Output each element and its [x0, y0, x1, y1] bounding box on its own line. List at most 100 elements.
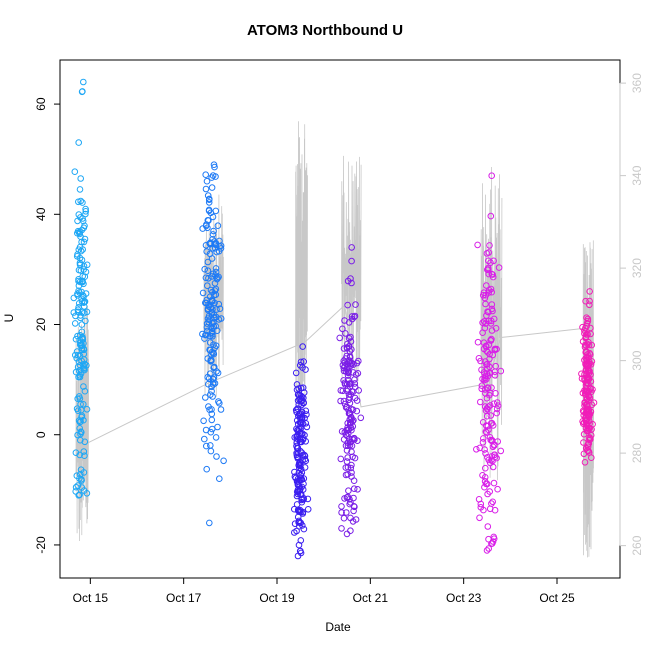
data-point	[487, 420, 495, 427]
data-point	[478, 385, 486, 393]
data-point	[298, 408, 306, 416]
data-point	[80, 487, 88, 494]
data-point	[298, 438, 305, 446]
data-point	[299, 343, 307, 350]
data-point	[75, 211, 83, 218]
data-point	[584, 315, 592, 323]
data-point	[82, 208, 90, 215]
data-point	[294, 397, 302, 404]
data-point	[291, 468, 298, 476]
data-point	[348, 461, 355, 469]
data-point	[348, 279, 355, 287]
secondary-trace-3	[295, 121, 308, 411]
x-tick-label: Oct 19	[259, 591, 295, 605]
data-point	[348, 313, 356, 320]
data-point	[204, 217, 212, 224]
data-point	[202, 299, 209, 307]
data-point	[346, 394, 353, 401]
data-point	[303, 423, 311, 431]
data-point	[213, 368, 220, 375]
data-point	[210, 227, 217, 235]
data-point	[482, 464, 489, 472]
data-point	[214, 222, 222, 229]
data-point	[488, 384, 495, 392]
data-point	[351, 454, 359, 462]
data-point	[491, 451, 498, 459]
data-point	[80, 448, 88, 455]
data-point	[337, 387, 345, 394]
data-point	[203, 221, 210, 228]
data-point	[478, 382, 486, 390]
data-point	[480, 318, 488, 325]
data-point	[199, 330, 206, 338]
y-tick-label: 40	[34, 207, 48, 221]
data-point	[297, 424, 305, 432]
data-point	[75, 393, 83, 400]
data-point	[75, 198, 82, 206]
data-point	[299, 384, 307, 392]
data-point	[343, 447, 351, 454]
data-point	[481, 294, 489, 302]
y-tick-label: 0	[34, 431, 48, 438]
data-point	[292, 406, 300, 414]
data-point	[211, 245, 219, 252]
data-point	[204, 267, 212, 275]
data-point	[298, 496, 305, 504]
data-point	[77, 406, 85, 414]
data-point	[294, 405, 301, 413]
data-point	[204, 373, 211, 381]
data-point	[204, 192, 212, 199]
data-point	[79, 333, 86, 341]
data-point	[489, 273, 497, 281]
data-point	[295, 412, 302, 420]
data-point	[300, 358, 308, 365]
data-point	[588, 426, 595, 433]
data-point	[484, 406, 491, 413]
data-point	[582, 297, 589, 305]
data-point	[492, 325, 500, 332]
data-point	[74, 292, 81, 299]
data-point	[206, 339, 214, 346]
y-tick-label: 20	[34, 318, 48, 332]
data-point	[352, 301, 359, 308]
data-point	[71, 320, 79, 327]
data-point	[337, 455, 345, 463]
data-point	[580, 450, 588, 458]
data-point	[483, 312, 490, 319]
data-point	[484, 264, 492, 272]
data-point	[220, 457, 227, 465]
data-point	[202, 171, 209, 178]
data-point	[206, 195, 213, 203]
data-point	[583, 322, 590, 330]
data-point	[79, 336, 87, 343]
data-point	[581, 402, 588, 409]
data-point	[75, 246, 83, 253]
data-point	[349, 315, 356, 323]
data-point	[340, 364, 348, 372]
data-point	[581, 330, 588, 337]
data-point	[214, 369, 222, 377]
data-point	[207, 239, 214, 246]
data-point	[297, 537, 305, 544]
secondary-trace-5	[480, 166, 503, 481]
data-point	[342, 471, 350, 479]
data-point	[76, 475, 83, 482]
data-point	[202, 394, 209, 401]
data-point	[80, 238, 88, 246]
data-point	[204, 258, 212, 266]
data-point	[336, 334, 344, 342]
data-point	[337, 397, 344, 405]
data-point	[210, 311, 218, 319]
data-point	[212, 313, 220, 321]
data-point	[344, 380, 351, 388]
data-point	[354, 370, 362, 377]
data-point	[493, 405, 501, 413]
data-point	[82, 210, 89, 218]
data-point	[204, 355, 211, 362]
secondary-connector-line	[85, 304, 586, 445]
data-point	[348, 469, 355, 476]
data-point	[477, 504, 485, 511]
data-point	[578, 370, 585, 378]
y-tick-label: 60	[34, 97, 48, 111]
data-point	[205, 275, 212, 282]
